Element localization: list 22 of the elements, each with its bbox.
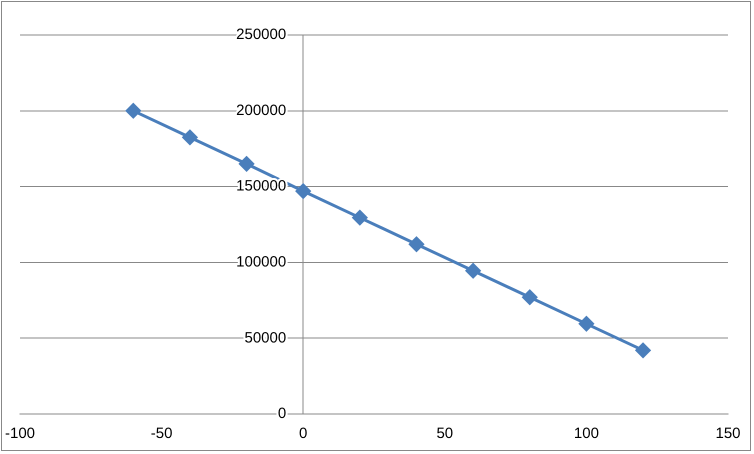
point — [239, 156, 254, 172]
y-tick-label: 0 — [278, 405, 286, 422]
x-tick-label: 100 — [574, 425, 599, 442]
x-tick-label: 0 — [299, 425, 308, 442]
point — [408, 236, 424, 252]
y-tick-label: 50000 — [244, 329, 286, 346]
x-tick-label: -50 — [150, 425, 172, 442]
y-tick-label: 100000 — [236, 254, 286, 271]
point — [636, 342, 651, 358]
x-tick-label: 50 — [436, 425, 454, 442]
point — [522, 290, 538, 305]
point — [352, 210, 368, 226]
point — [126, 103, 141, 118]
y-tick-label: 150000 — [236, 178, 286, 195]
point — [182, 130, 198, 145]
point — [578, 316, 594, 332]
x-tick-label: 150 — [715, 425, 741, 442]
y-tick-label: 200000 — [236, 102, 286, 119]
point — [296, 184, 311, 199]
x-tick-label: -100 — [4, 425, 36, 442]
y-tick-label: 250000 — [236, 26, 286, 44]
point — [466, 263, 481, 278]
